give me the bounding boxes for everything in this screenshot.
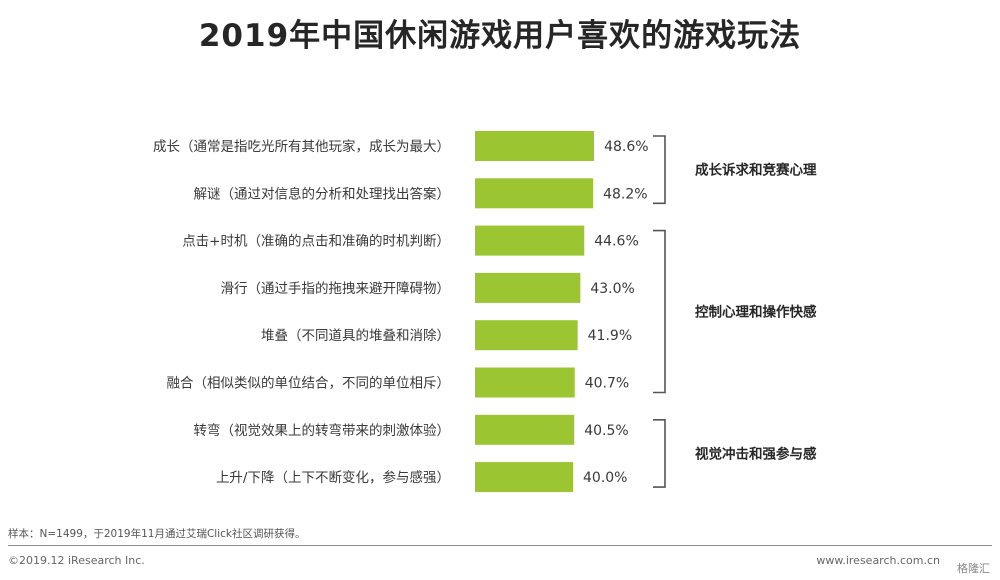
data-label: 40.7% [585, 376, 629, 392]
group-label: 视觉冲击和强参与感 [695, 445, 817, 462]
data-label: 40.0% [583, 470, 627, 486]
category-label: 上升/下降（上下不断变化，参与感强） [216, 469, 450, 486]
bar [475, 178, 594, 209]
category-label: 点击+时机（准确的点击和准确的时机判断） [182, 234, 450, 250]
bar-chart: 成长（通常是指吃光所有其他玩家，成长为最大） 48.6% 解谜（通过对信息的分析和处… [153, 131, 817, 493]
bar [475, 272, 581, 303]
category-label: 转弯（视觉效果上的转弯带来的刺激体验） [194, 422, 451, 439]
data-label: 43.0% [590, 281, 634, 297]
bar [475, 320, 578, 351]
copyright-text: ©2019.12 iResearch Inc. [8, 554, 145, 567]
bar [475, 225, 585, 256]
data-label: 48.2% [603, 186, 647, 202]
data-label: 48.6% [604, 139, 648, 155]
data-label: 41.9% [588, 328, 632, 344]
website-text: www.iresearch.com.cn [816, 554, 940, 567]
group-label: 控制心理和操作快感 [695, 304, 817, 321]
category-label: 滑行（通过手指的拖拽来避开障碍物） [221, 281, 451, 297]
bar [475, 131, 595, 161]
data-label: 44.6% [594, 234, 638, 250]
group-bracket [653, 229, 666, 394]
watermark-text: 格隆汇 [957, 562, 990, 575]
group-bracket [653, 419, 666, 488]
source-note: 样本：N=1499，于2019年11月通过艾瑞Click社区调研获得。 [8, 528, 306, 540]
category-label: 堆叠（不同道具的堆叠和消除） [261, 328, 450, 344]
group-bracket [653, 135, 666, 205]
group-label: 成长诉求和竞赛心理 [695, 162, 817, 179]
data-label: 40.5% [584, 423, 628, 439]
bar [475, 367, 575, 398]
category-label: 融合（相似类似的单位结合，不同的单位相斥） [167, 376, 451, 392]
chart-title: 2019年中国休闲游戏用户喜欢的游戏玩法 [198, 18, 802, 54]
category-label: 成长（通常是指吃光所有其他玩家，成长为最大） [153, 138, 450, 155]
category-label: 解谜（通过对信息的分析和处理找出答案） [194, 185, 451, 202]
footer-divider [8, 545, 992, 546]
bar [475, 462, 573, 493]
bar [475, 414, 575, 445]
